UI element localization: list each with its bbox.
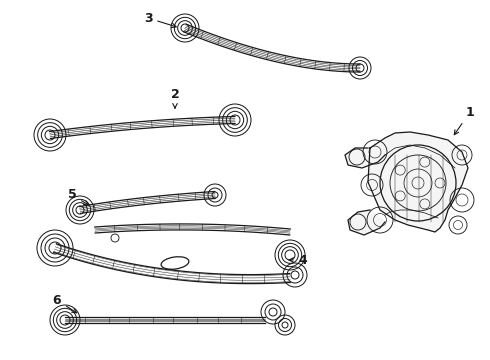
Polygon shape (348, 210, 385, 235)
Text: 1: 1 (454, 105, 474, 135)
Text: 4: 4 (289, 253, 307, 266)
Polygon shape (53, 244, 290, 284)
Polygon shape (183, 24, 360, 72)
Text: 2: 2 (171, 89, 179, 108)
Polygon shape (368, 132, 468, 232)
Polygon shape (49, 117, 235, 139)
Polygon shape (345, 148, 385, 168)
Polygon shape (79, 192, 215, 213)
Polygon shape (65, 317, 265, 323)
Text: 5: 5 (68, 189, 89, 205)
Polygon shape (95, 224, 290, 235)
Text: 6: 6 (53, 293, 76, 313)
Text: 3: 3 (144, 12, 176, 28)
